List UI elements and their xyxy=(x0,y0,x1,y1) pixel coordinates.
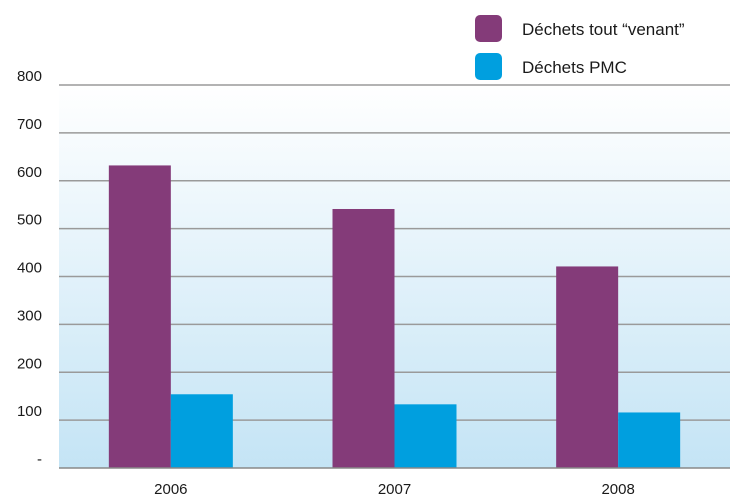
bar-pmc-2007 xyxy=(394,404,457,468)
bars xyxy=(108,165,681,468)
legend-swatch xyxy=(475,53,502,80)
y-tick-label: 600 xyxy=(17,164,42,181)
bar-pmc-2006 xyxy=(170,394,233,468)
legend-label: Déchets tout “venant” xyxy=(522,20,685,39)
y-tick-label: 200 xyxy=(17,355,42,372)
x-axis-ticks: 2006 2007 2008 xyxy=(154,481,635,498)
y-tick-label: - xyxy=(37,451,42,468)
y-tick-label: 800 xyxy=(17,68,42,85)
x-tick-label: 2006 xyxy=(154,481,187,498)
bar-tout-venant-2008 xyxy=(556,266,619,468)
y-axis-ticks: - 100 200 300 400 500 600 700 800 xyxy=(17,68,42,468)
legend: Déchets tout “venant” Déchets PMC xyxy=(475,15,685,80)
bar-pmc-2008 xyxy=(618,412,681,468)
x-tick-label: 2008 xyxy=(601,481,634,498)
y-tick-label: 700 xyxy=(17,116,42,133)
legend-label: Déchets PMC xyxy=(522,58,627,77)
y-tick-label: 300 xyxy=(17,307,42,324)
y-tick-label: 100 xyxy=(17,403,42,420)
x-tick-label: 2007 xyxy=(378,481,411,498)
bar-tout-venant-2007 xyxy=(332,208,395,468)
bar-tout-venant-2006 xyxy=(108,165,171,468)
y-tick-label: 400 xyxy=(17,260,42,277)
legend-swatch xyxy=(475,15,502,42)
y-tick-label: 500 xyxy=(17,212,42,229)
